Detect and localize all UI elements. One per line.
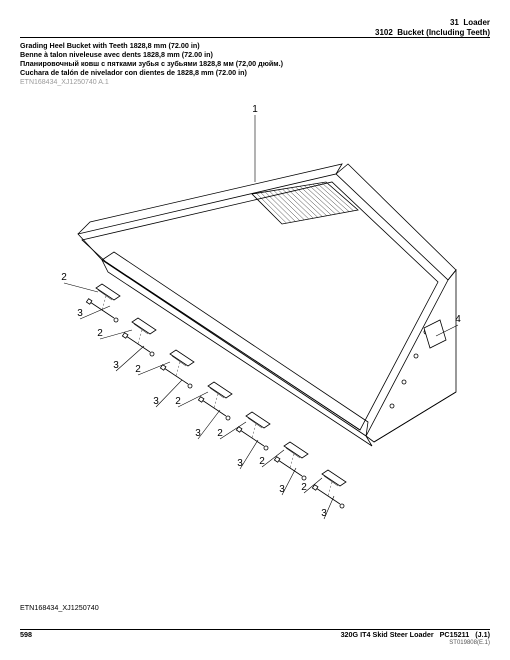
- tooth: [284, 442, 308, 458]
- callout-number: 2: [175, 396, 181, 407]
- callouts-group: 1 2 3 2 3 2 3 2 3 2 3 2 3 2 3 4: [61, 104, 461, 519]
- callout-number: 3: [153, 396, 159, 407]
- header-block: 31 Loader 3102 Bucket (Including Teeth): [20, 18, 490, 37]
- footer-rev: (J.1): [475, 630, 490, 639]
- bucket-body: [78, 164, 456, 446]
- tooth: [170, 350, 194, 366]
- footer-sub: ST019808(E.1): [20, 640, 490, 646]
- callout-number: 4: [455, 314, 461, 325]
- drawing-code-bottom: ETN168434_XJ1250740: [20, 603, 99, 612]
- tooth: [208, 382, 232, 398]
- group-no: 3102: [375, 28, 393, 37]
- leader-line: [220, 422, 246, 439]
- callout-number: 3: [279, 484, 285, 495]
- title-ru: Планировочный ковш с пятками зубья с зуб…: [20, 59, 490, 68]
- callout-number: 3: [237, 458, 243, 469]
- leader-line: [262, 450, 284, 467]
- footer-row: 598 320G IT4 Skid Steer Loader PC15211 (…: [20, 630, 490, 639]
- tooth: [132, 318, 156, 334]
- teeth-group: [86, 284, 346, 508]
- leader-line: [64, 283, 98, 292]
- tooth: [96, 284, 120, 300]
- drawing-code-top: ETN168434_XJ1250740 A.1: [20, 79, 490, 86]
- group-name: Bucket (Including Teeth): [397, 28, 490, 37]
- footer-model: 320G IT4 Skid Steer Loader: [341, 630, 434, 639]
- header-group: 3102 Bucket (Including Teeth): [20, 28, 490, 38]
- callout-number: 2: [135, 364, 141, 375]
- tooth: [246, 412, 270, 428]
- callout-number: 2: [301, 482, 307, 493]
- callout-number: 3: [321, 508, 327, 519]
- callout-number: 3: [77, 308, 83, 319]
- section-name: Loader: [463, 18, 490, 27]
- callout-number: 2: [97, 328, 103, 339]
- tooth: [322, 470, 346, 486]
- header-rule: [20, 37, 490, 38]
- diagram-svg: 1 2 3 2 3 2 3 2 3 2 3 2 3 2 3 4: [20, 92, 490, 522]
- callout-number: 2: [217, 428, 223, 439]
- title-fr: Benne à talon niveleuse avec dents 1828,…: [20, 50, 490, 59]
- footer: 598 320G IT4 Skid Steer Loader PC15211 (…: [20, 629, 490, 646]
- page: 31 Loader 3102 Bucket (Including Teeth) …: [0, 0, 510, 660]
- callout-number: 2: [61, 272, 67, 283]
- callout-number: 2: [259, 456, 265, 467]
- title-en: Grading Heel Bucket with Teeth 1828,8 mm…: [20, 41, 490, 50]
- title-block: Grading Heel Bucket with Teeth 1828,8 mm…: [20, 41, 490, 77]
- callout-number: 3: [113, 360, 119, 371]
- callout-number: 3: [195, 428, 201, 439]
- title-es: Cuchara de talón de nivelador con diente…: [20, 68, 490, 77]
- header-section: 31 Loader: [20, 18, 490, 28]
- footer-pub: PC15211: [440, 630, 470, 639]
- serial-plate: [424, 320, 446, 348]
- callout-number: 1: [252, 104, 258, 115]
- diagram: 1 2 3 2 3 2 3 2 3 2 3 2 3 2 3 4: [20, 92, 490, 522]
- section-no: 31: [450, 18, 459, 27]
- page-number: 598: [20, 630, 32, 639]
- footer-right: 320G IT4 Skid Steer Loader PC15211 (J.1): [341, 630, 490, 639]
